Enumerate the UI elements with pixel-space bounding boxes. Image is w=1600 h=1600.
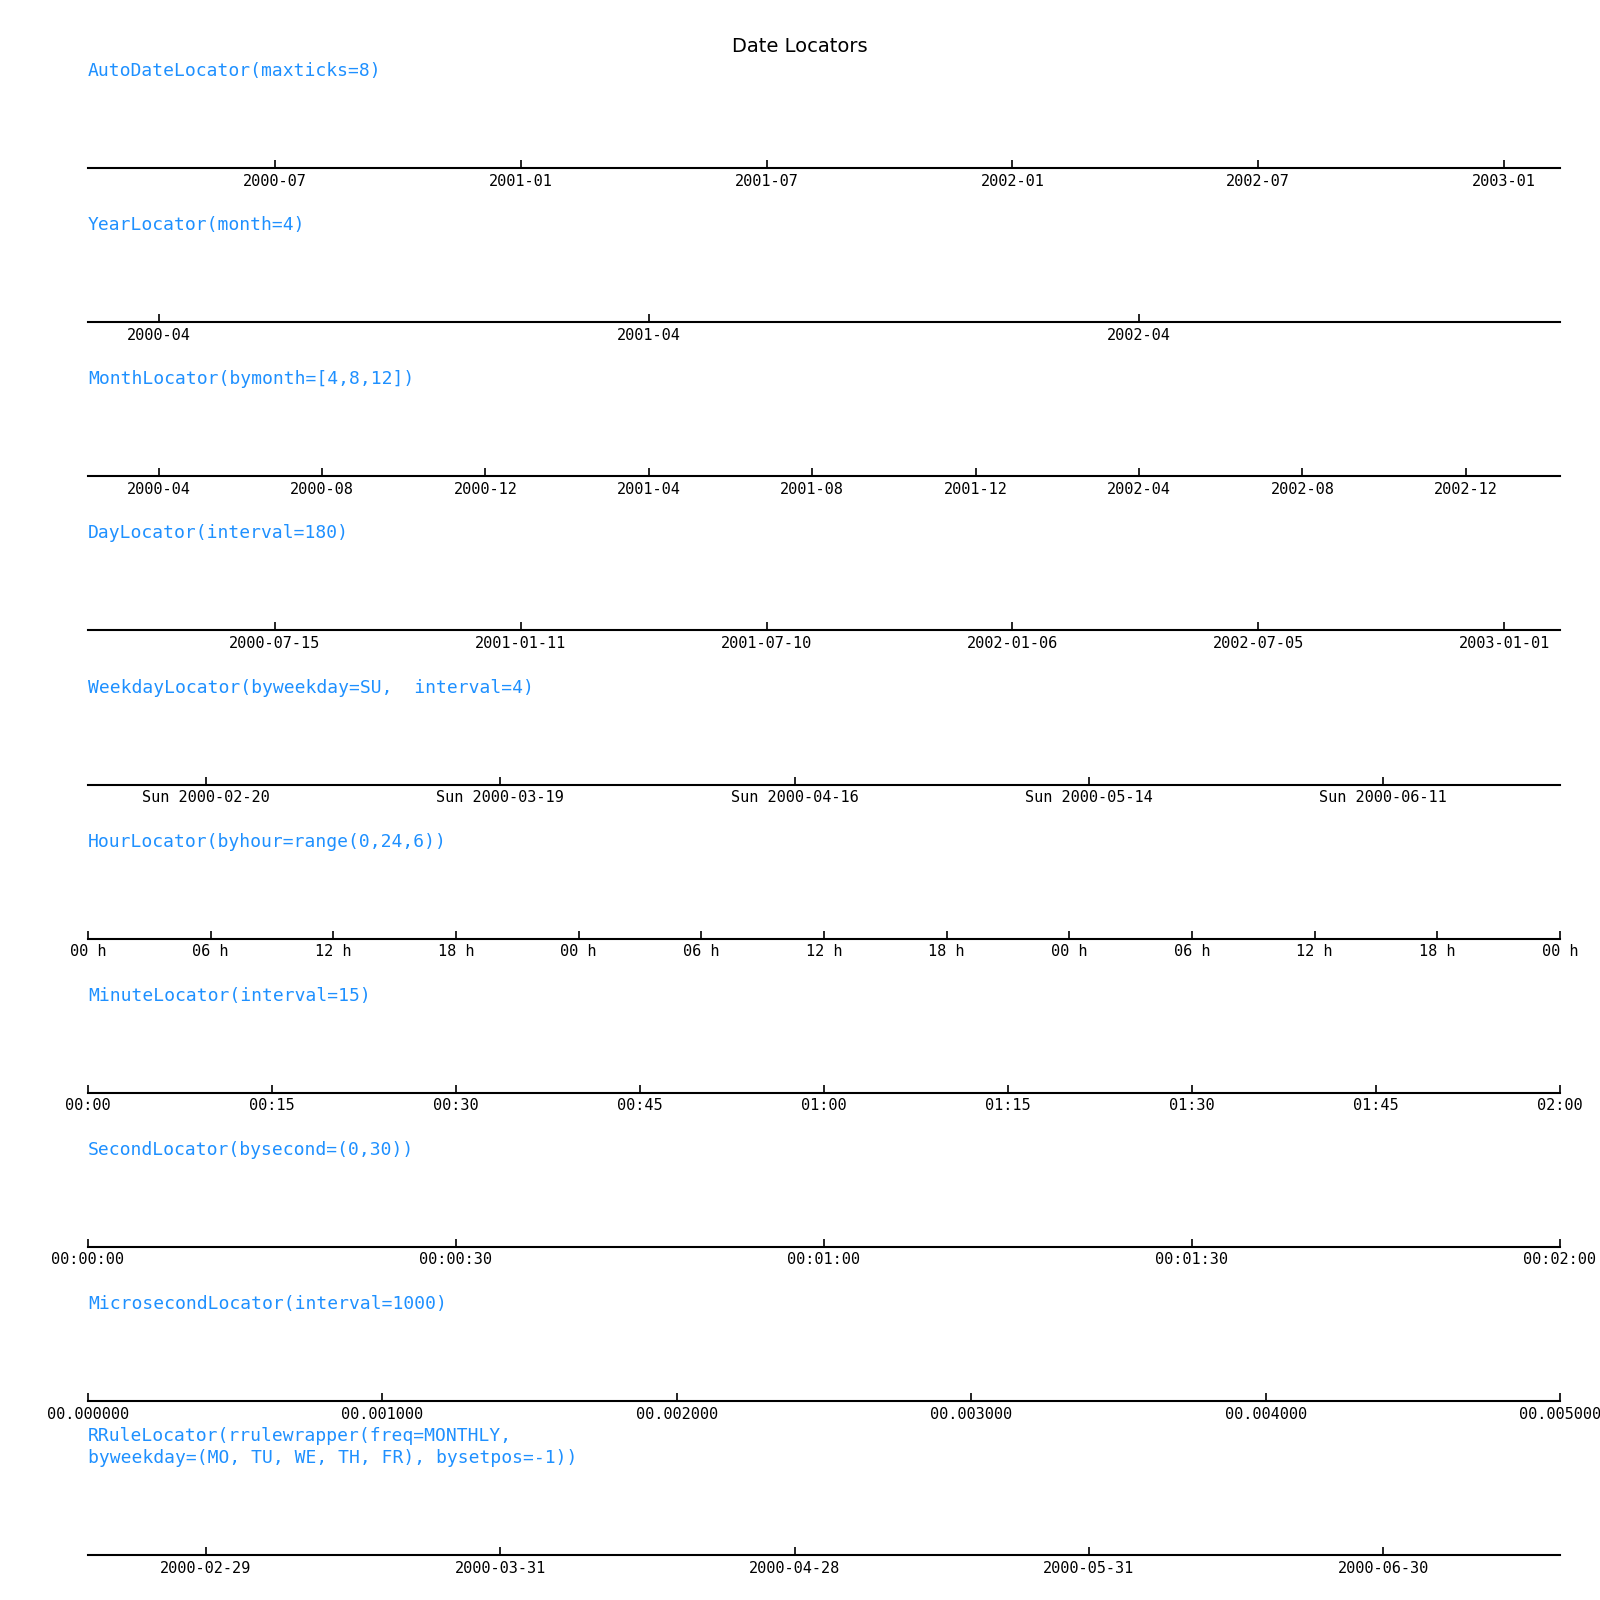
Text: YearLocator(month=4): YearLocator(month=4) <box>88 216 306 234</box>
Text: RRuleLocator(rrulewrapper(freq=MONTHLY,
byweekday=(MO, TU, WE, TH, FR), bysetpos: RRuleLocator(rrulewrapper(freq=MONTHLY, … <box>88 1427 578 1467</box>
Text: AutoDateLocator(maxticks=8): AutoDateLocator(maxticks=8) <box>88 62 382 80</box>
Text: MicrosecondLocator(interval=1000): MicrosecondLocator(interval=1000) <box>88 1294 446 1314</box>
Text: WeekdayLocator(byweekday=SU,  interval=4): WeekdayLocator(byweekday=SU, interval=4) <box>88 678 534 696</box>
Text: MinuteLocator(interval=15): MinuteLocator(interval=15) <box>88 987 371 1005</box>
Text: MonthLocator(bymonth=[4,8,12]): MonthLocator(bymonth=[4,8,12]) <box>88 370 414 389</box>
Text: HourLocator(byhour=range(0,24,6)): HourLocator(byhour=range(0,24,6)) <box>88 832 446 851</box>
Text: Date Locators: Date Locators <box>733 37 867 56</box>
Text: DayLocator(interval=180): DayLocator(interval=180) <box>88 525 349 542</box>
Text: SecondLocator(bysecond=(0,30)): SecondLocator(bysecond=(0,30)) <box>88 1141 414 1158</box>
